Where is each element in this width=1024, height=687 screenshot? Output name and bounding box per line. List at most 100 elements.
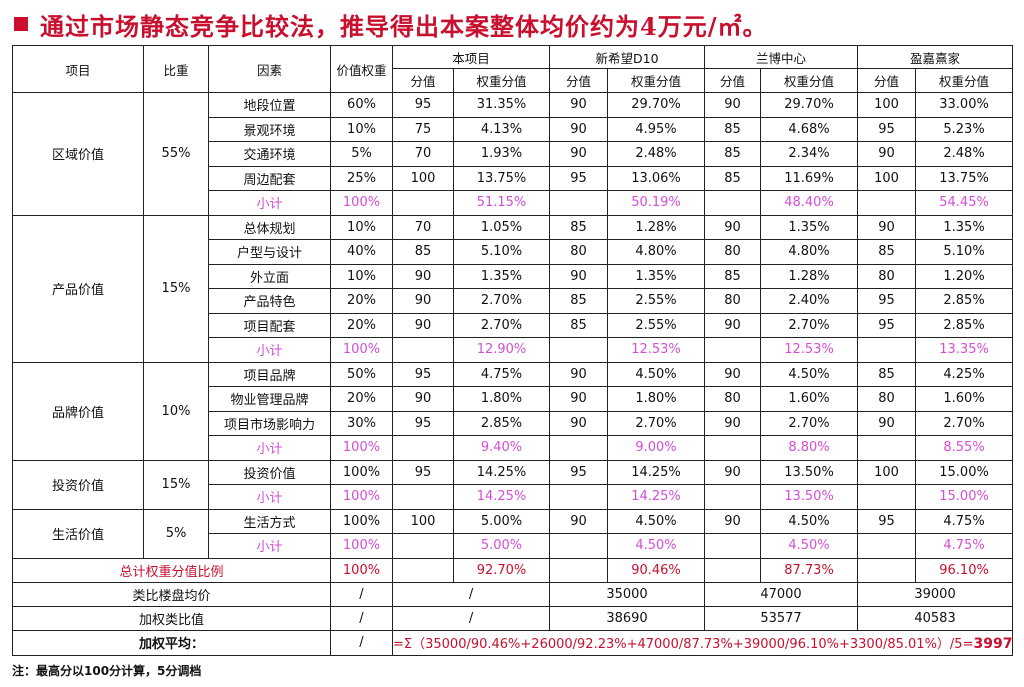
value-weight: 60% bbox=[330, 92, 393, 118]
score-cell: 80 bbox=[857, 263, 917, 289]
weighted-score-cell: 54.45% bbox=[915, 190, 1014, 216]
header-weighted-score: 权重分值 bbox=[760, 68, 859, 93]
table-row: 周边配套 25% 100 13.75% 95 13.06% 85 11.69% 100 13.75… bbox=[13, 165, 1014, 191]
total-value: 96.10% bbox=[915, 557, 1014, 583]
total-value: 87.73% bbox=[760, 557, 859, 583]
weighted-score-cell: 5.10% bbox=[452, 239, 551, 265]
score-cell bbox=[392, 435, 454, 461]
score-cell bbox=[704, 190, 762, 216]
weighted-score-cell: 12.53% bbox=[607, 337, 706, 363]
weighted-score-cell: 4.80% bbox=[760, 239, 859, 265]
weighted-score-cell: 13.50% bbox=[760, 484, 859, 510]
score-cell bbox=[857, 484, 917, 510]
table-row: 区域价值 55% 地段位置 60% 95 31.35% 90 29.70% 90 29.70% 10… bbox=[12, 92, 1014, 216]
score-cell: 90 bbox=[704, 312, 762, 338]
weighted-score-cell: 4.75% bbox=[452, 361, 551, 387]
score-cell: 75 bbox=[392, 116, 454, 142]
weighted-score-cell: 51.15% bbox=[452, 190, 551, 216]
weighted-score-cell: 4.50% bbox=[607, 508, 706, 534]
score-cell bbox=[549, 190, 609, 216]
avg-price-weight: / bbox=[330, 581, 393, 607]
weighted-score-cell: 4.80% bbox=[607, 239, 706, 265]
score-cell: 90 bbox=[549, 361, 609, 387]
table-row: 产品价值 15% 总体规划 10% 70 1.05% 85 1.28% 90 1.35% 90 1.3… bbox=[12, 214, 1014, 363]
score-cell: 85 bbox=[392, 239, 454, 265]
weighted-self: / bbox=[391, 605, 551, 631]
weighted-score-cell: 2.70% bbox=[607, 410, 706, 436]
weighted-score-cell: 2.48% bbox=[915, 141, 1014, 167]
weighted-row: 加权类比值 / / 38690 53577 40583 bbox=[12, 605, 1014, 631]
table-row: 品牌价值 10% 项目品牌 50% 95 4.75% 90 4.50% 90 4.50% 85 4.2… bbox=[12, 361, 1014, 461]
weighted-score-cell: 4.75% bbox=[915, 533, 1014, 559]
score-cell bbox=[857, 337, 917, 363]
weighted-score-cell: 48.40% bbox=[760, 190, 859, 216]
header-project: 兰博中心 bbox=[704, 45, 859, 69]
weighted-value: 53577 bbox=[704, 605, 859, 631]
score-cell: 95 bbox=[392, 459, 454, 485]
value-weight: 100% bbox=[330, 459, 393, 485]
score-cell: 90 bbox=[549, 263, 609, 289]
weighted-score-cell: 33.00% bbox=[915, 92, 1014, 118]
formula-text: =Σ（35000/90.46%+26000/92.23%+47000/87.73… bbox=[393, 637, 974, 652]
weighted-score-cell: 2.55% bbox=[607, 288, 706, 314]
weighted-score-cell: 14.25% bbox=[452, 459, 551, 485]
subtotal-row: 小计 100% 9.40% 9.00% 8.80% 8.55% bbox=[13, 435, 1014, 461]
score-cell: 80 bbox=[704, 239, 762, 265]
value-weight: 100% bbox=[330, 533, 393, 559]
weighted-score-cell: 1.20% bbox=[915, 263, 1014, 289]
factor-label: 总体规划 bbox=[208, 214, 331, 240]
red-square-bullet-icon bbox=[14, 17, 28, 31]
avg-price-self: / bbox=[391, 581, 551, 607]
group-weight: 5% bbox=[143, 508, 209, 559]
weighted-score-cell: 13.06% bbox=[607, 165, 706, 191]
value-weight: 20% bbox=[330, 288, 393, 314]
weighted-score-cell: 2.55% bbox=[607, 312, 706, 338]
score-cell: 95 bbox=[857, 312, 917, 338]
value-weight: 100% bbox=[330, 435, 393, 461]
score-cell: 95 bbox=[392, 410, 454, 436]
weighted-score-cell: 5.23% bbox=[915, 116, 1014, 142]
weighted-score-cell: 14.25% bbox=[452, 484, 551, 510]
total-label: 总计权重分值比例 bbox=[12, 557, 331, 583]
weighted-score-cell: 1.80% bbox=[607, 386, 706, 412]
weighted-score-cell: 14.25% bbox=[607, 459, 706, 485]
weighted-score-cell: 4.95% bbox=[607, 116, 706, 142]
weighted-score-cell: 8.55% bbox=[915, 435, 1014, 461]
header-project: 新希望D10 bbox=[549, 45, 706, 69]
header-score: 分值 bbox=[704, 68, 762, 93]
table-row: 户型与设计 40% 85 5.10% 80 4.80% 80 4.80% 85 5.10% bbox=[13, 239, 1014, 265]
table-row: 项目配套 20% 90 2.70% 85 2.55% 90 2.70% 95 2.85% bbox=[13, 312, 1014, 338]
factor-label: 景观环境 bbox=[208, 116, 331, 142]
avg-price-value: 39000 bbox=[857, 581, 1014, 607]
group-weight: 10% bbox=[143, 361, 209, 461]
score-cell: 90 bbox=[857, 410, 917, 436]
group-name: 区域价值 bbox=[12, 92, 144, 216]
weighted-score-cell: 4.13% bbox=[452, 116, 551, 142]
score-cell: 80 bbox=[704, 288, 762, 314]
score-cell: 100 bbox=[392, 508, 454, 534]
score-cell bbox=[549, 435, 609, 461]
weighted-score-cell: 1.60% bbox=[760, 386, 859, 412]
weighted-score-cell: 4.68% bbox=[760, 116, 859, 142]
value-weight: 100% bbox=[330, 484, 393, 510]
score-cell: 100 bbox=[857, 165, 917, 191]
weighted-score-cell: 14.25% bbox=[607, 484, 706, 510]
header-weighted-score: 权重分值 bbox=[607, 68, 706, 93]
score-cell: 90 bbox=[549, 410, 609, 436]
score-cell bbox=[392, 190, 454, 216]
weighted-score-cell: 15.00% bbox=[915, 484, 1014, 510]
table-row: 外立面 10% 90 1.35% 90 1.35% 85 1.28% 80 1.20% bbox=[13, 263, 1014, 289]
score-cell: 70 bbox=[392, 214, 454, 240]
score-cell: 80 bbox=[857, 386, 917, 412]
table-row: 投资价值 15% 投资价值 100% 95 14.25% 95 14.25% 90 13.50% 1… bbox=[12, 459, 1014, 510]
weighted-score-cell: 2.70% bbox=[760, 410, 859, 436]
weighted-score-cell: 1.60% bbox=[915, 386, 1014, 412]
weighted-score-cell: 2.85% bbox=[452, 410, 551, 436]
table-row: 景观环境 10% 75 4.13% 90 4.95% 85 4.68% 95 5.23% bbox=[13, 116, 1014, 142]
weighted-score-cell: 5.00% bbox=[452, 533, 551, 559]
factor-label: 项目配套 bbox=[208, 312, 331, 338]
factor-label: 生活方式 bbox=[208, 508, 331, 534]
weighted-score-cell: 12.53% bbox=[760, 337, 859, 363]
score-cell: 90 bbox=[549, 116, 609, 142]
factor-label: 产品特色 bbox=[208, 288, 331, 314]
